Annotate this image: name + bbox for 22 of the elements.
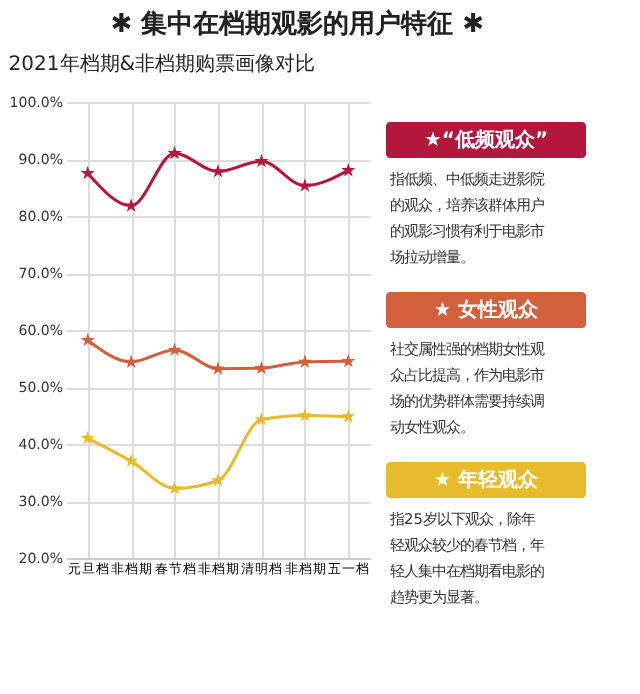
point (254, 412, 269, 426)
point (254, 360, 269, 375)
text: ★“低频观众” (423, 128, 549, 152)
point (167, 145, 182, 160)
text: ★ 女性观众 (433, 298, 541, 322)
point (297, 178, 312, 192)
point (167, 342, 182, 356)
text: ★ 年轻观众 (433, 468, 541, 492)
point (124, 453, 139, 468)
point (80, 165, 95, 180)
point (297, 408, 312, 422)
point (341, 353, 356, 368)
point (341, 409, 356, 423)
point (80, 332, 95, 347)
chart-title: ✱ 集中在档期观影的用户特征 ✱ (110, 8, 485, 40)
point (80, 430, 95, 445)
point (341, 162, 356, 177)
point (210, 473, 226, 487)
chart-subtitle: 2021年档期&非档期购票画像对比 (8, 52, 316, 76)
point (124, 354, 139, 368)
point (254, 153, 269, 168)
point (124, 198, 139, 212)
